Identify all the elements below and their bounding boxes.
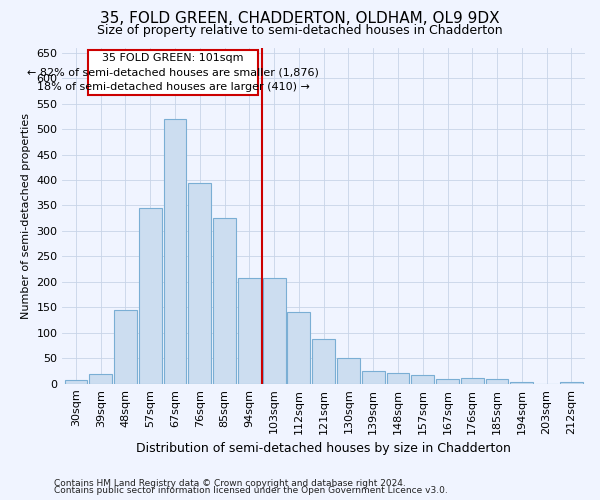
Bar [312, 339, 335, 384]
Y-axis label: Number of semi-detached properties: Number of semi-detached properties [21, 112, 31, 318]
Bar [213, 218, 236, 384]
Bar [89, 374, 112, 384]
Bar [386, 372, 409, 384]
Bar [560, 382, 583, 384]
Text: Contains HM Land Registry data © Crown copyright and database right 2024.: Contains HM Land Registry data © Crown c… [54, 478, 406, 488]
Text: Contains public sector information licensed under the Open Government Licence v3: Contains public sector information licen… [54, 486, 448, 495]
Bar [461, 378, 484, 384]
Bar [114, 310, 137, 384]
Bar [164, 119, 187, 384]
Bar [238, 278, 261, 384]
Bar [485, 379, 508, 384]
Bar [511, 382, 533, 384]
X-axis label: Distribution of semi-detached houses by size in Chadderton: Distribution of semi-detached houses by … [136, 442, 511, 455]
Bar [139, 208, 161, 384]
Text: Size of property relative to semi-detached houses in Chadderton: Size of property relative to semi-detach… [97, 24, 503, 37]
Bar [65, 380, 88, 384]
FancyBboxPatch shape [88, 50, 258, 95]
Bar [436, 378, 459, 384]
Bar [263, 278, 286, 384]
Text: 35 FOLD GREEN: 101sqm
← 82% of semi-detached houses are smaller (1,876)
18% of s: 35 FOLD GREEN: 101sqm ← 82% of semi-deta… [27, 52, 319, 92]
Bar [287, 312, 310, 384]
Bar [412, 375, 434, 384]
Text: 35, FOLD GREEN, CHADDERTON, OLDHAM, OL9 9DX: 35, FOLD GREEN, CHADDERTON, OLDHAM, OL9 … [100, 11, 500, 26]
Bar [188, 182, 211, 384]
Bar [337, 358, 360, 384]
Bar [362, 371, 385, 384]
